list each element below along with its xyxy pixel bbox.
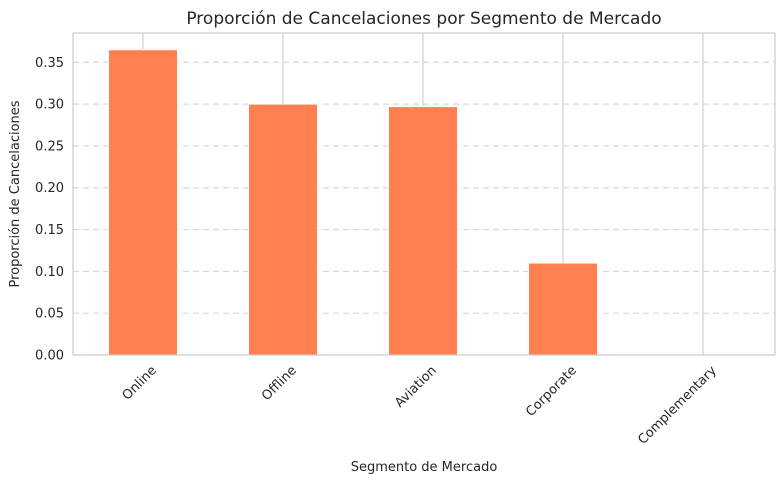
x-axis-label: Segmento de Mercado xyxy=(351,460,498,475)
x-tick-labels: Online Offline Aviation Corporate Complement… xyxy=(120,363,720,448)
chart-title: Proporción de Cancelaciones por Segmento… xyxy=(186,9,661,29)
y-tick-label: 0.20 xyxy=(35,181,64,196)
y-tick-label: 0.30 xyxy=(35,98,64,113)
bar-online xyxy=(108,49,178,356)
bar-offline xyxy=(248,103,318,356)
y-tick-label: 0.00 xyxy=(35,349,64,364)
plot-frame xyxy=(72,32,776,356)
x-tick-label: Corporate xyxy=(523,363,580,420)
bar-aviation xyxy=(388,106,458,356)
x-tick-label: Aviation xyxy=(392,363,440,411)
y-tick-label: 0.25 xyxy=(35,139,64,154)
x-tick-label: Offline xyxy=(259,363,300,404)
bars xyxy=(108,49,598,356)
y-axis-label: Proporción de Cancelaciones xyxy=(8,100,23,287)
y-tick-label: 0.10 xyxy=(35,265,64,280)
bar-corporate xyxy=(528,262,598,356)
y-tick-label: 0.35 xyxy=(35,56,64,71)
y-tick-label: 0.05 xyxy=(35,307,64,322)
y-tick-label: 0.15 xyxy=(35,223,64,238)
y-tick-labels: 0.00 0.05 0.10 0.15 0.20 0.25 0.30 0.35 xyxy=(35,56,64,364)
x-tick-label: Online xyxy=(120,363,160,403)
x-tick-label: Complementary xyxy=(635,363,720,448)
